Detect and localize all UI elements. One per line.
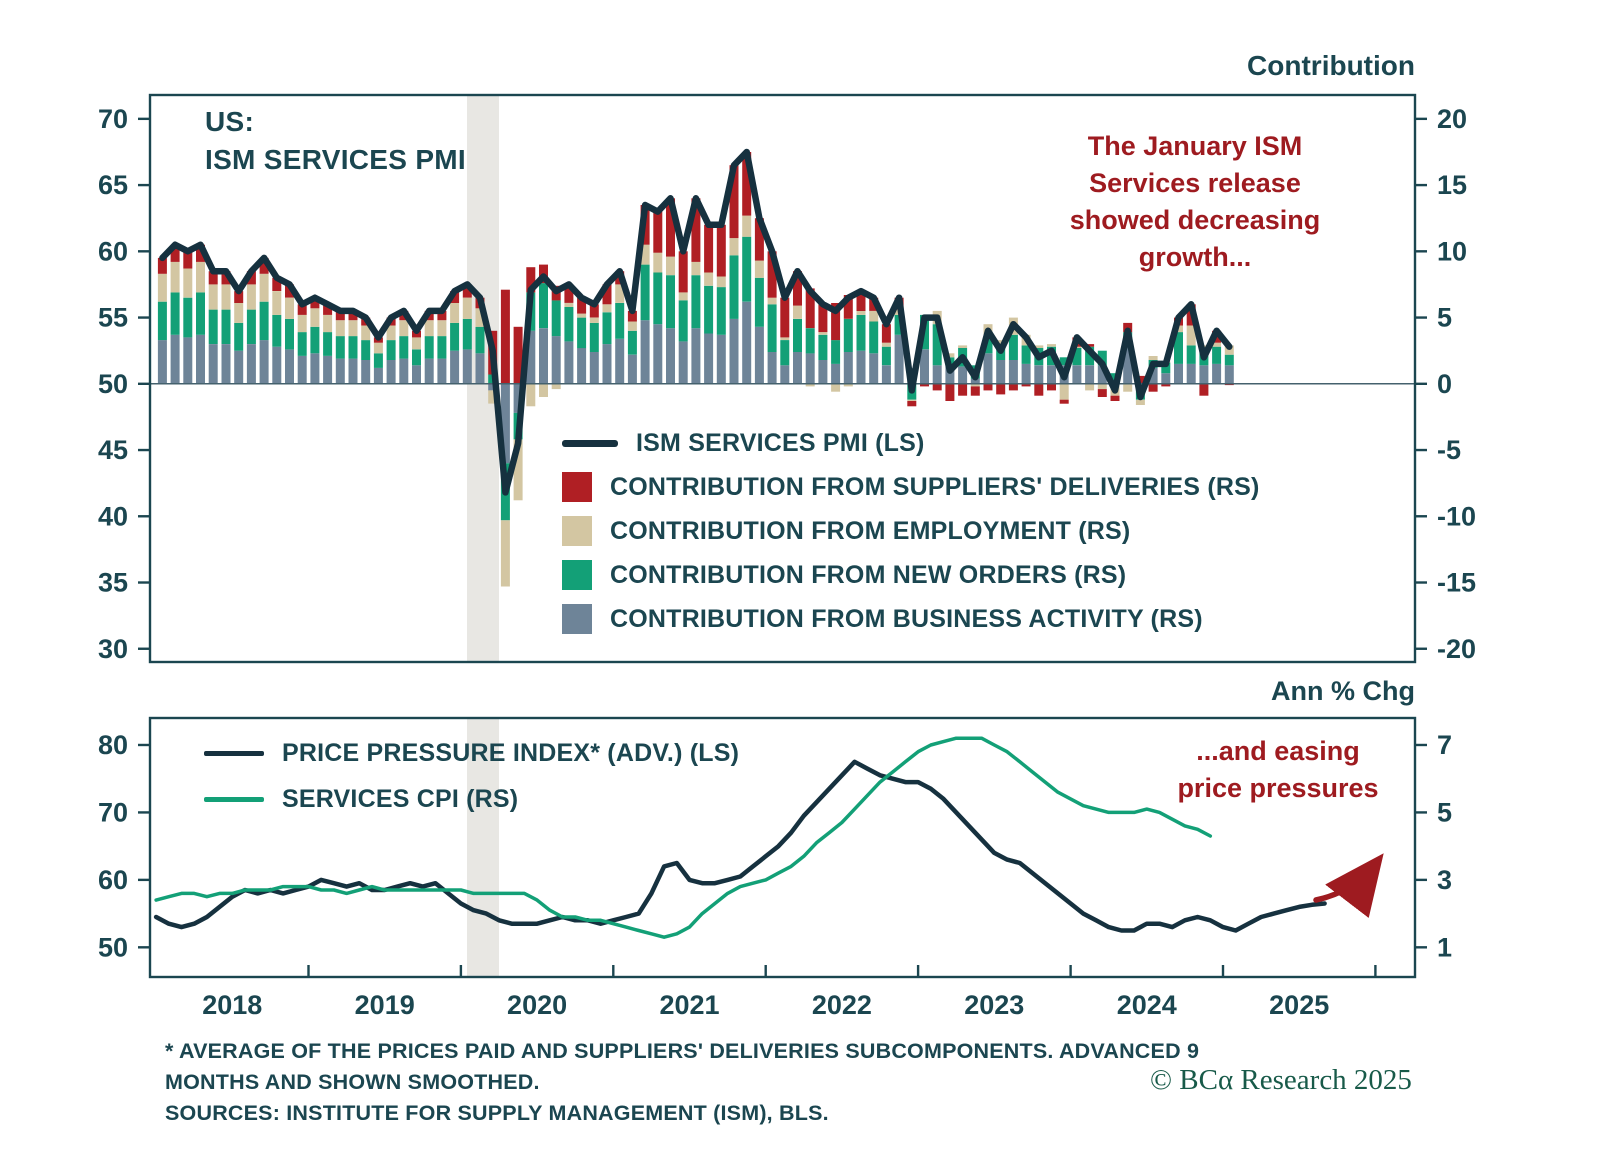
top-annotation: The January ISM Services release showed … (1042, 128, 1348, 276)
legend-item-pmi: ISM SERVICES PMI (LS) (562, 421, 1260, 465)
svg-text:-5: -5 (1437, 435, 1461, 465)
svg-text:-15: -15 (1437, 568, 1476, 598)
svg-text:2022: 2022 (812, 990, 872, 1020)
ism-services-pmi-line (159, 148, 1233, 496)
chart-title: US: ISM SERVICES PMI (205, 103, 466, 179)
top-panel-border (148, 93, 1417, 664)
svg-text:20: 20 (1437, 104, 1467, 134)
svg-text:-20: -20 (1437, 634, 1476, 664)
business-activity-swatch (562, 604, 592, 634)
svg-text:2025: 2025 (1269, 990, 1329, 1020)
contribution-bars (157, 152, 1234, 587)
bca-copyright: © BCα Research 2025 (1150, 1064, 1412, 1096)
legend-item-suppliers-deliveries: CONTRIBUTION FROM SUPPLIERS' DELIVERIES … (562, 465, 1260, 509)
bottom-panel-border (148, 716, 1417, 979)
svg-text:0: 0 (1437, 369, 1452, 399)
legend-item-price-pressure-index: PRICE PRESSURE INDEX* (ADV.) (LS) (204, 730, 739, 776)
bottom-annotation-line: ...and easing (1196, 736, 1360, 766)
pmi-line-swatch (562, 439, 618, 447)
footnote-line: * AVERAGE OF THE PRICES PAID AND SUPPLIE… (165, 1039, 1200, 1063)
svg-text:60: 60 (98, 865, 128, 895)
svg-text:2018: 2018 (202, 990, 262, 1020)
right-axis-title-ann-pct-chg: Ann % Chg (1271, 676, 1415, 706)
suppliers-deliveries-swatch (562, 472, 592, 502)
svg-text:5: 5 (1437, 797, 1452, 827)
trend-up-arrow (1313, 853, 1384, 919)
svg-text:70: 70 (98, 104, 128, 134)
legend-item-new-orders: CONTRIBUTION FROM NEW ORDERS (RS) (562, 553, 1260, 597)
price-pressure-line-swatch (204, 750, 264, 756)
top-annotation-line: showed decreasing (1069, 205, 1321, 235)
svg-text:1: 1 (1437, 932, 1452, 962)
top-legend: ISM SERVICES PMI (LS) CONTRIBUTION FROM … (562, 421, 1260, 641)
svg-text:40: 40 (98, 501, 128, 531)
svg-text:30: 30 (98, 634, 128, 664)
right-axis-title-contribution: Contribution (1247, 50, 1415, 81)
legend-item-business-activity: CONTRIBUTION FROM BUSINESS ACTIVITY (RS) (562, 597, 1260, 641)
svg-text:2023: 2023 (964, 990, 1024, 1020)
services-cpi-line (154, 736, 1213, 939)
new-orders-swatch (562, 560, 592, 590)
svg-text:60: 60 (98, 236, 128, 266)
legend-label: PRICE PRESSURE INDEX* (ADV.) (LS) (282, 738, 740, 767)
svg-text:55: 55 (98, 303, 128, 333)
price-pressure-index-line (153, 759, 1327, 933)
svg-text:15: 15 (1437, 170, 1467, 200)
footnote-line: MONTHS AND SHOWN SMOOTHED. (165, 1070, 540, 1094)
svg-text:80: 80 (98, 730, 128, 760)
svg-text:70: 70 (98, 797, 128, 827)
svg-text:2024: 2024 (1117, 990, 1177, 1020)
top-annotation-line: Services release (1089, 168, 1301, 198)
svg-text:35: 35 (98, 568, 128, 598)
svg-text:2020: 2020 (507, 990, 567, 1020)
legend-label: CONTRIBUTION FROM NEW ORDERS (RS) (610, 560, 1127, 589)
top-annotation-line: The January ISM (1087, 131, 1303, 161)
svg-text:3: 3 (1437, 865, 1452, 895)
recession-band (467, 718, 499, 977)
legend-label: ISM SERVICES PMI (LS) (636, 428, 925, 457)
svg-text:5: 5 (1437, 303, 1452, 333)
svg-text:10: 10 (1437, 236, 1467, 266)
footnote-line: SOURCES: INSTITUTE FOR SUPPLY MANAGEMENT… (165, 1101, 829, 1125)
bottom-legend: PRICE PRESSURE INDEX* (ADV.) (LS) SERVIC… (204, 730, 739, 822)
bottom-annotation: ...and easing price pressures (1126, 733, 1430, 807)
svg-text:2019: 2019 (355, 990, 415, 1020)
svg-text:50: 50 (98, 369, 128, 399)
svg-text:7: 7 (1437, 730, 1452, 760)
svg-text:-10: -10 (1437, 501, 1476, 531)
bottom-annotation-line: price pressures (1177, 773, 1379, 803)
svg-text:45: 45 (98, 435, 128, 465)
legend-label: SERVICES CPI (RS) (282, 784, 519, 813)
svg-text:2021: 2021 (659, 990, 719, 1020)
legend-item-services-cpi: SERVICES CPI (RS) (204, 776, 739, 822)
legend-label: CONTRIBUTION FROM BUSINESS ACTIVITY (RS) (610, 604, 1203, 633)
svg-text:50: 50 (98, 932, 128, 962)
chart-title-line1: US: (205, 106, 255, 137)
footnotes: * AVERAGE OF THE PRICES PAID AND SUPPLIE… (165, 1036, 1199, 1129)
top-annotation-line: growth... (1138, 242, 1252, 272)
employment-swatch (562, 516, 592, 546)
chart-title-line2: ISM SERVICES PMI (205, 144, 467, 175)
legend-label: CONTRIBUTION FROM EMPLOYMENT (RS) (610, 516, 1131, 545)
services-cpi-line-swatch (204, 796, 264, 802)
svg-text:65: 65 (98, 170, 128, 200)
legend-item-employment: CONTRIBUTION FROM EMPLOYMENT (RS) (562, 509, 1260, 553)
legend-label: CONTRIBUTION FROM SUPPLIERS' DELIVERIES … (610, 472, 1260, 501)
